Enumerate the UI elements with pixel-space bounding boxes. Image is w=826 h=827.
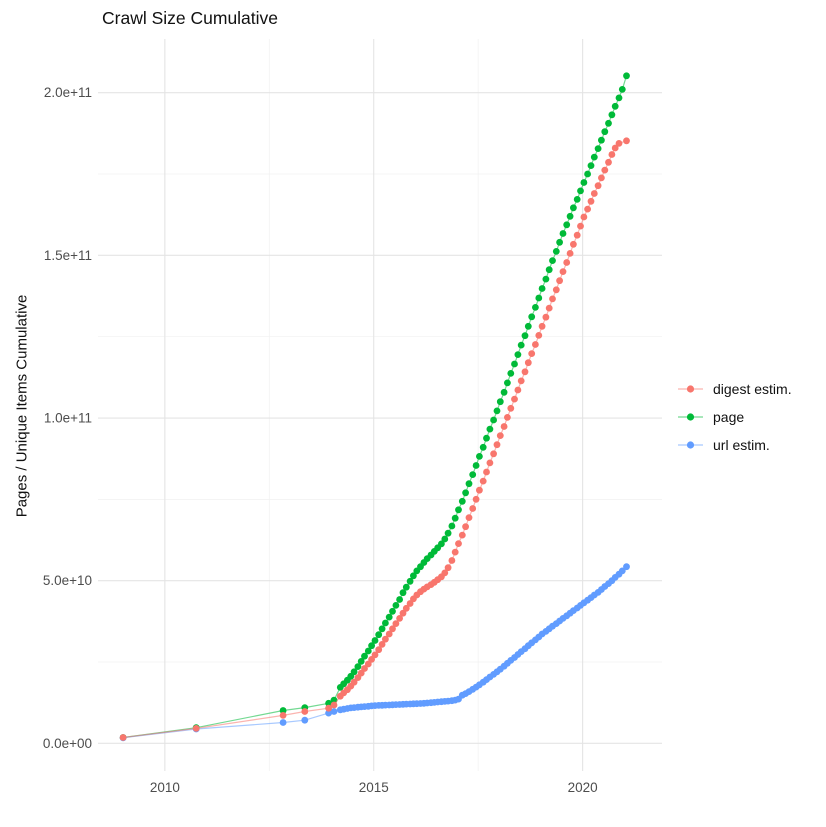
y-tick-label: 1.0e+11: [44, 411, 92, 426]
series-points-page: [119, 72, 630, 741]
y-tick-label: 5.0e+10: [43, 573, 92, 588]
y-axis-title: Pages / Unique Items Cumulative: [13, 294, 31, 518]
grid-minor: [98, 39, 662, 771]
legend-label-digest-estim: digest estim.: [713, 380, 792, 397]
legend-key-url-line-dot-icon: [678, 440, 703, 449]
legend-item-url-estim: url estim.: [677, 436, 792, 453]
y-tick-label: 0.0e+00: [43, 736, 92, 751]
legend: digest estim. page url estim.: [677, 380, 792, 453]
series-points-digest-estim: [119, 137, 630, 741]
y-tick-label: 2.0e+11: [44, 85, 92, 100]
x-axis-tick-labels: 2010 2015 2020: [150, 780, 598, 795]
series-line-digest-estim: [123, 140, 627, 739]
series-digest-estim: [119, 137, 630, 741]
y-axis-tick-labels: 0.0e+00 5.0e+10 1.0e+11 1.5e+11 2.0e+11: [43, 85, 92, 751]
grid-major: [98, 39, 662, 771]
series-page: [119, 72, 630, 741]
legend-item-digest-estim: digest estim.: [677, 380, 792, 397]
x-tick-label: 2020: [568, 780, 598, 795]
legend-label-page: page: [713, 408, 745, 425]
y-tick-label: 1.5e+11: [44, 248, 92, 263]
legend-key-digest-line-dot-icon: [678, 384, 703, 393]
x-tick-label: 2010: [150, 780, 180, 795]
legend-label-url-estim: url estim.: [713, 436, 770, 453]
legend-key-page-line-dot-icon: [678, 412, 703, 421]
chart-title: Crawl Size Cumulative: [102, 8, 279, 28]
legend-item-page: page: [677, 408, 792, 425]
x-tick-label: 2015: [359, 780, 389, 795]
